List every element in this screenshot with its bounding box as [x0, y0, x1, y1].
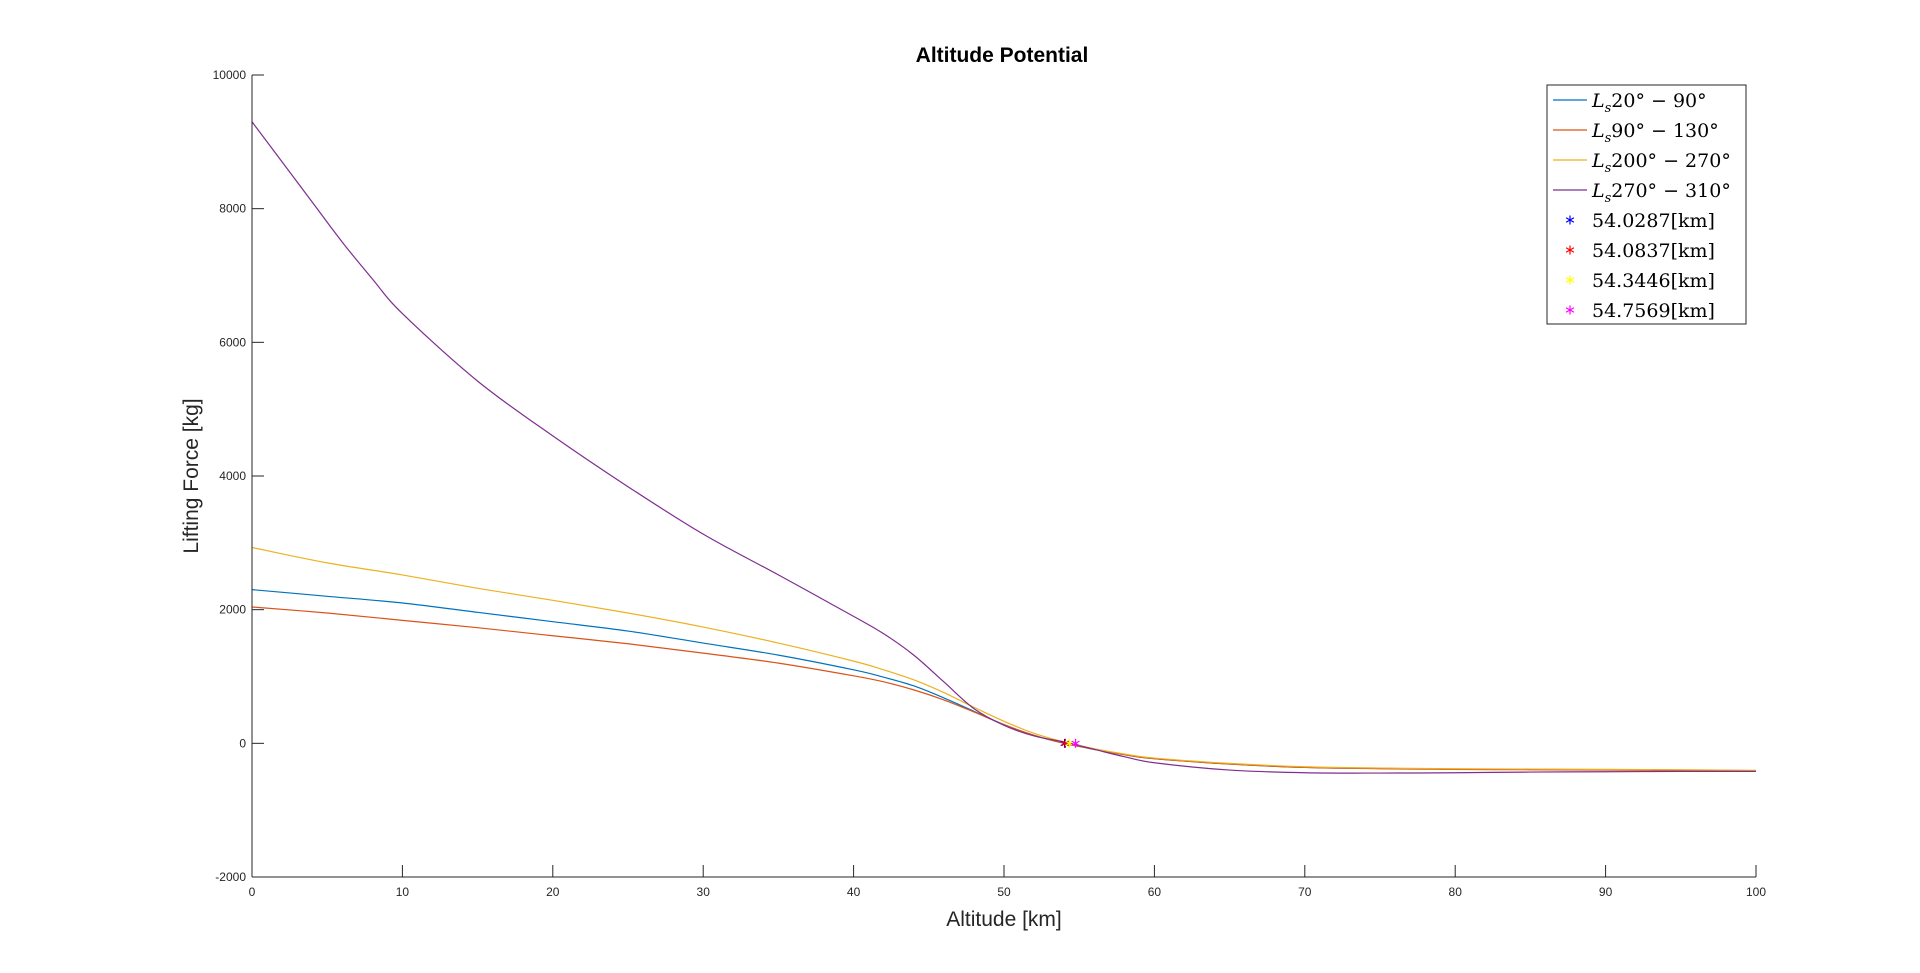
point-marker-4 — [1071, 738, 1080, 748]
legend-label-3: Ls200° − 270° — [1591, 150, 1731, 176]
x-tick-label: 100 — [1746, 885, 1766, 899]
series-layer — [251, 121, 1757, 774]
series-line-3 — [251, 546, 1757, 771]
legend-point-label-3: 54.3446[km] — [1592, 270, 1715, 292]
legend-label-1: Ls20° − 90° — [1591, 90, 1707, 116]
x-tick-label: 90 — [1599, 885, 1613, 899]
legend-marker-sample-3 — [1565, 275, 1575, 285]
x-tick-label: 10 — [396, 885, 410, 899]
series-line-4 — [251, 121, 1757, 774]
x-tick-label: 60 — [1148, 885, 1162, 899]
y-axis-title: Lifting Force [kg] — [180, 398, 203, 553]
legend-marker-sample-1 — [1565, 215, 1575, 225]
x-tick-label: 40 — [847, 885, 861, 899]
y-ticks: -2000 0 2000 4000 6000 8000 10000 — [213, 68, 264, 884]
x-tick-label: 0 — [249, 885, 256, 899]
chart-title: Altitude Potential — [916, 44, 1089, 67]
x-ticks: 0 10 20 30 40 50 60 70 80 90 100 — [249, 865, 1766, 899]
legend-point-label-1: 54.0287[km] — [1592, 210, 1715, 232]
y-tick-label: 2000 — [219, 603, 246, 617]
y-tick-label: 6000 — [219, 335, 246, 349]
legend-marker-sample-4 — [1565, 305, 1575, 315]
legend-point-label-4: 54.7569[km] — [1592, 300, 1715, 322]
x-tick-label: 80 — [1449, 885, 1463, 899]
x-tick-label: 70 — [1298, 885, 1312, 899]
legend: Ls20° − 90° Ls90° − 130° Ls200° − 270° Ls27… — [1546, 84, 1747, 325]
x-axis-title: Altitude [km] — [946, 908, 1062, 931]
plot-area — [252, 75, 1756, 877]
x-tick-label: 50 — [997, 885, 1011, 899]
y-tick-label: 0 — [239, 736, 246, 750]
legend-marker-sample-2 — [1565, 245, 1575, 255]
legend-box — [1546, 84, 1747, 325]
x-tick-label: 20 — [546, 885, 560, 899]
series-line-2 — [251, 606, 1757, 772]
y-tick-label: -2000 — [215, 870, 246, 884]
legend-point-label-2: 54.0837[km] — [1592, 240, 1715, 262]
x-tick-label: 30 — [697, 885, 711, 899]
y-tick-label: 10000 — [213, 68, 247, 82]
y-tick-label: 4000 — [219, 469, 246, 483]
y-tick-label: 8000 — [219, 202, 246, 216]
point-marker-2 — [1061, 738, 1070, 748]
legend-label-4: Ls270° − 310° — [1591, 180, 1731, 206]
points-layer — [1060, 738, 1080, 748]
legend-label-2: Ls90° − 130° — [1591, 120, 1719, 146]
